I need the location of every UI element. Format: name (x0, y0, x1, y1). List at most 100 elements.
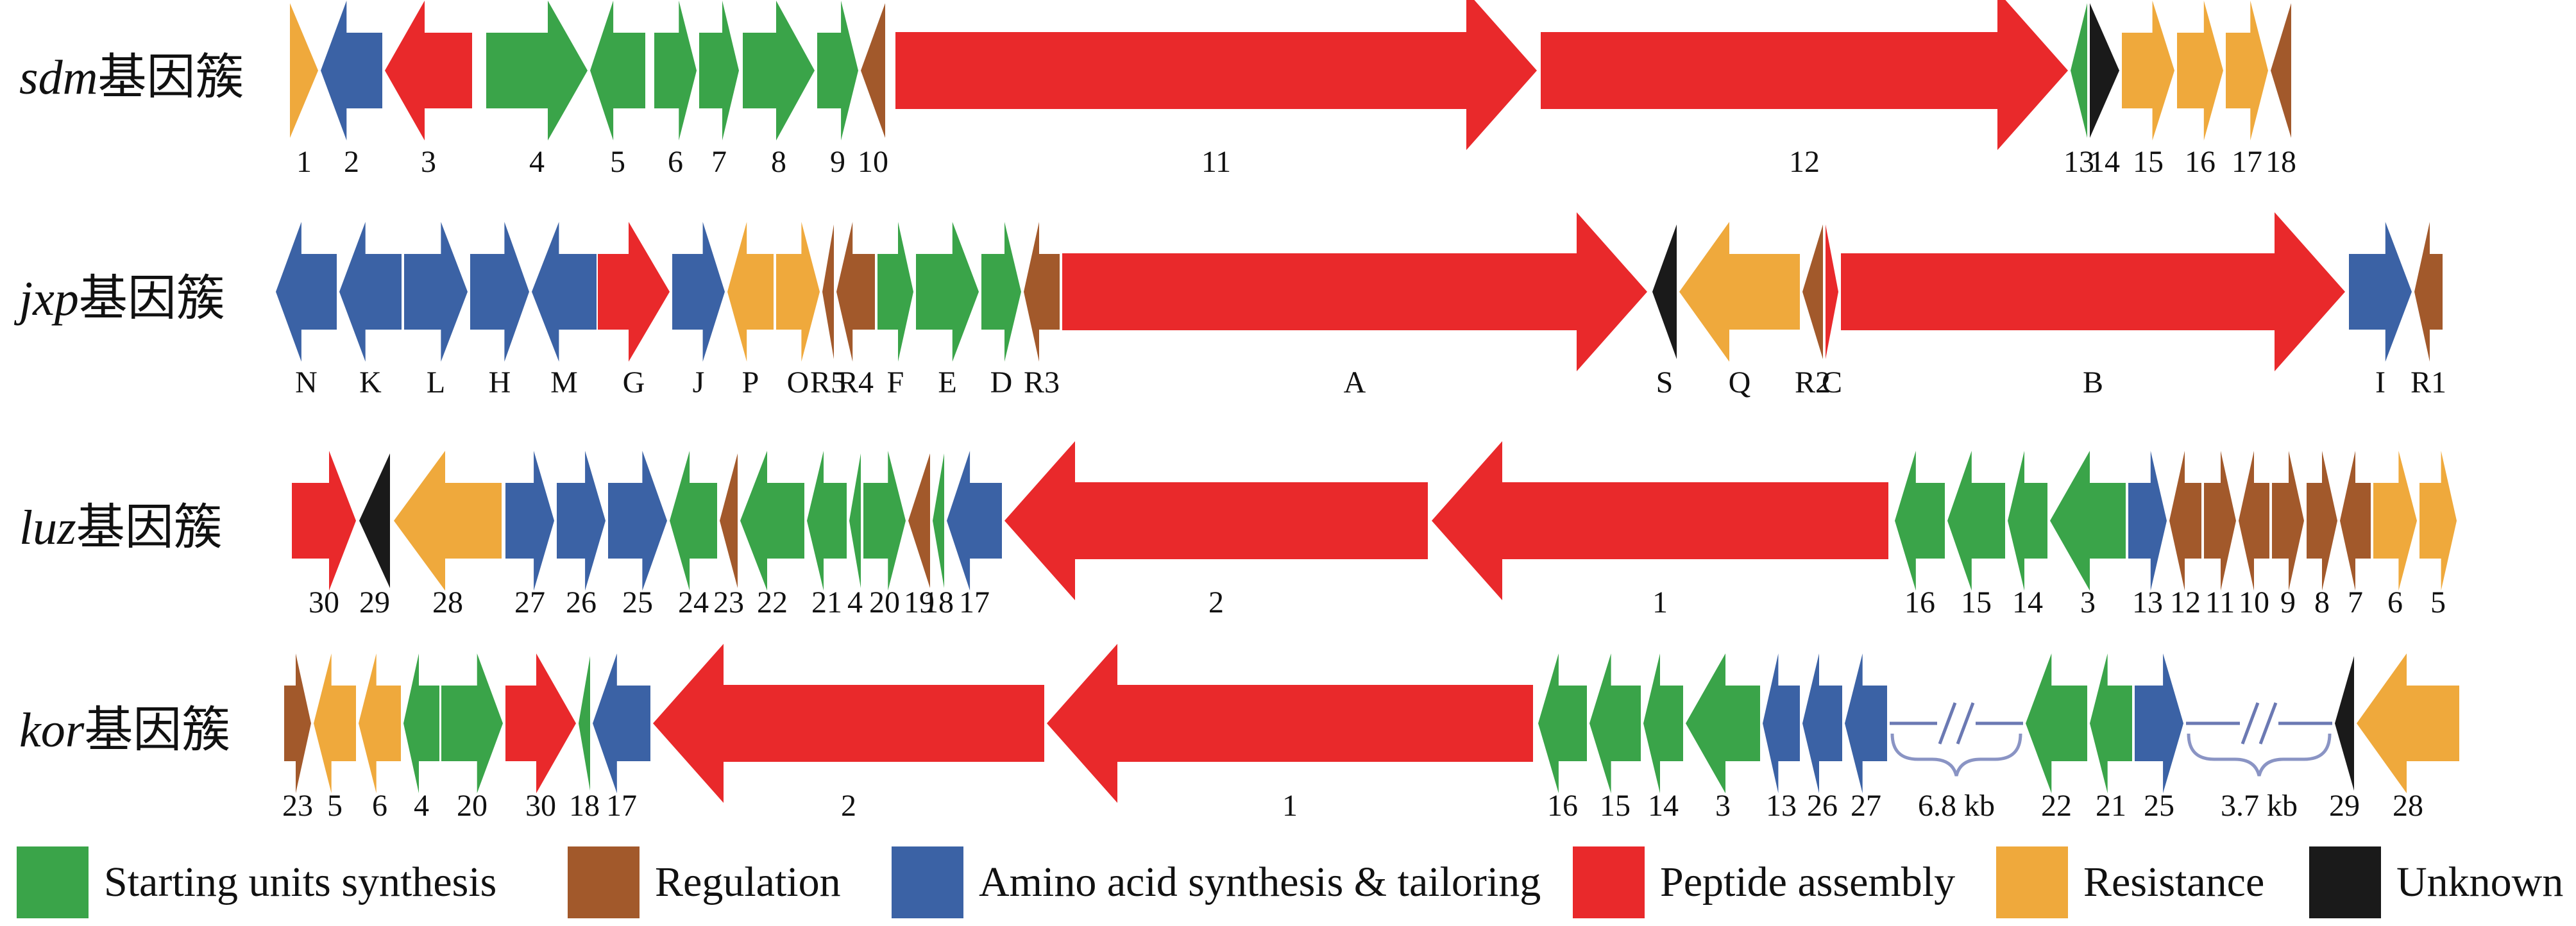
gene-arrow-10 (2239, 451, 2269, 591)
legend-item-unknown: Unknown (2309, 844, 2563, 921)
gap-size-label: 3.7 kb (2221, 789, 2298, 823)
gene-arrow-28 (2357, 653, 2459, 793)
gene-label-Q: Q (1729, 366, 1751, 400)
gene-label-R4: R4 (838, 366, 874, 400)
gene-arrow-7 (699, 1, 739, 140)
gene-arrow-R2 (1802, 224, 1823, 359)
gene-label-30: 30 (525, 789, 556, 823)
legend-item-starting-units: Starting units synthesis (17, 844, 496, 921)
gene-label-23: 23 (282, 789, 313, 823)
gene-arrow-S (1652, 224, 1677, 359)
gap-brace (1890, 733, 2022, 777)
gene-arrow-N (276, 222, 337, 362)
gene-arrow-18 (579, 656, 590, 791)
gene-arrow-20 (441, 653, 503, 793)
gene-label-17: 17 (606, 789, 637, 823)
gene-arrow-2 (321, 1, 382, 140)
gene-arrow-C (1826, 224, 1838, 359)
gene-label-E: E (938, 366, 956, 400)
gene-arrow-A (1062, 212, 1647, 371)
gene-arrow-15 (2122, 1, 2174, 140)
gene-arrow-P (727, 222, 774, 362)
gene-label-J: J (693, 366, 705, 400)
legend-label: Starting units synthesis (104, 859, 497, 905)
gene-arrow-30 (292, 451, 356, 591)
gene-label-26: 26 (1807, 789, 1838, 823)
gene-arrow-L (404, 222, 468, 362)
gene-arrow-H (470, 222, 529, 362)
gene-arrow-4 (486, 1, 588, 140)
gene-arrow-21 (2090, 653, 2132, 793)
gene-arrow-26 (557, 451, 606, 591)
gene-arrow-6 (654, 1, 697, 140)
legend: Starting units synthesis Regulation Amin… (0, 844, 2576, 921)
gene-label-27: 27 (514, 585, 545, 619)
gene-arrow-22 (2026, 653, 2087, 793)
gap-brace (2187, 733, 2332, 777)
gene-arrow-11 (895, 0, 1537, 150)
gene-arrow-9 (817, 1, 858, 140)
gene-arrow-27 (1845, 653, 1887, 793)
gap-size-label: 6.8 kb (1918, 789, 1995, 823)
gene-arrow-25 (2135, 653, 2183, 793)
gene-label-F: F (887, 366, 904, 400)
gene-label-1: 1 (1282, 789, 1298, 823)
gene-label-22: 22 (2041, 789, 2072, 823)
gene-arrow-19 (908, 453, 930, 588)
gene-arrow-3 (1686, 653, 1760, 793)
cluster-name-prefix: kor (19, 703, 85, 757)
gene-arrow-5 (590, 1, 645, 140)
gene-label-13: 13 (2063, 145, 2094, 179)
legend-item-resistance: Resistance (1996, 844, 2264, 921)
gene-label-16: 16 (2185, 145, 2216, 179)
gene-label-6: 6 (2387, 585, 2403, 619)
gene-arrow-17 (593, 653, 650, 793)
legend-swatch-black (2309, 846, 2381, 918)
gene-label-D: D (990, 366, 1013, 400)
gene-arrow-26 (1802, 653, 1842, 793)
gene-label-I: I (2375, 366, 2385, 400)
gene-label-6: 6 (372, 789, 387, 823)
legend-swatch-orange (1996, 846, 2068, 918)
gene-arrow-4 (403, 653, 439, 793)
cluster-name-kor: kor基因簇 (19, 690, 276, 761)
gene-arrow-25 (608, 451, 667, 591)
gene-label-P: P (742, 366, 759, 400)
gene-label-28: 28 (432, 585, 463, 619)
cluster-name-prefix: luz (19, 501, 76, 555)
gap-break-slash (1956, 702, 1975, 745)
gene-label-30: 30 (309, 585, 339, 619)
gene-label-14: 14 (2012, 585, 2043, 619)
gene-label-22: 22 (757, 585, 788, 619)
gene-label-B: B (2083, 366, 2103, 400)
gene-arrow-16 (1895, 451, 1945, 591)
gene-label-S: S (1656, 366, 1674, 400)
gene-label-15: 15 (1600, 789, 1631, 823)
gene-arrow-O (776, 222, 820, 362)
gene-arrow-J (672, 222, 725, 362)
gene-arrow-6 (359, 653, 401, 793)
gene-label-15: 15 (2133, 145, 2164, 179)
gene-arrow-B (1841, 212, 2345, 371)
gene-label-4: 4 (847, 585, 863, 619)
gene-label-C: C (1822, 366, 1842, 400)
gene-label-K: K (359, 366, 382, 400)
gene-label-N: N (295, 366, 318, 400)
gene-label-13: 13 (1766, 789, 1797, 823)
gene-label-3: 3 (2080, 585, 2096, 619)
gene-label-17: 17 (959, 585, 990, 619)
gene-arrow-17 (2226, 1, 2268, 140)
gene-label-H: H (489, 366, 511, 400)
gene-arrow-2 (653, 644, 1044, 803)
gene-arrow-10 (861, 3, 885, 138)
gene-arrow-21 (807, 451, 847, 591)
gene-label-18: 18 (569, 789, 600, 823)
gene-label-8: 8 (771, 145, 786, 179)
gene-arrow-14 (2008, 451, 2047, 591)
gene-arrow-15 (1947, 451, 2005, 591)
gene-arrow-R5 (822, 224, 834, 359)
legend-swatch-green (17, 846, 89, 918)
gene-label-O: O (787, 366, 809, 400)
gene-arrow-4 (849, 453, 861, 588)
